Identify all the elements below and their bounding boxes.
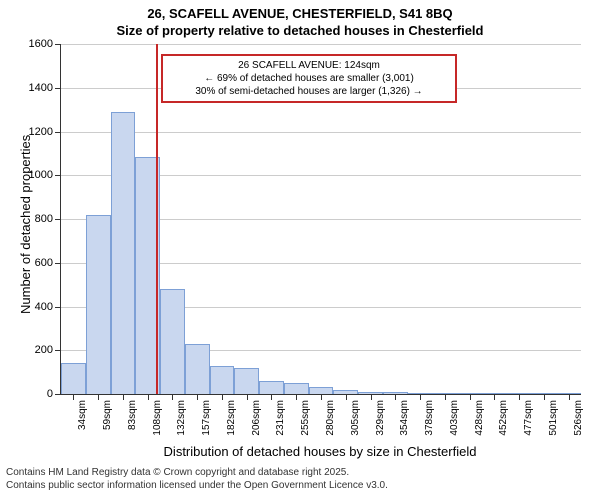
x-tick-label: 280sqm: [325, 400, 336, 436]
x-tick-label: 428sqm: [474, 400, 485, 436]
y-tick-label: 1600: [29, 38, 53, 50]
x-tick: [197, 394, 198, 400]
x-tick: [271, 394, 272, 400]
y-tick-label: 800: [35, 213, 53, 225]
property-marker-line: [156, 44, 158, 394]
x-tick: [346, 394, 347, 400]
y-tick-label: 1400: [29, 82, 53, 94]
x-tick-label: 255sqm: [300, 400, 311, 436]
y-axis-title: Number of detached properties: [18, 135, 33, 314]
histogram-bar: [61, 363, 86, 394]
x-tick-label: 59sqm: [102, 400, 113, 430]
y-tick-label: 600: [35, 257, 53, 269]
y-tick: [55, 88, 61, 89]
annotation-box: 26 SCAFELL AVENUE: 124sqm← 69% of detach…: [161, 54, 457, 103]
x-tick: [148, 394, 149, 400]
footer-line-1: Contains HM Land Registry data © Crown c…: [6, 466, 388, 479]
y-tick: [55, 307, 61, 308]
x-tick: [420, 394, 421, 400]
x-tick-label: 378sqm: [424, 400, 435, 436]
x-tick: [123, 394, 124, 400]
x-tick: [544, 394, 545, 400]
x-tick: [73, 394, 74, 400]
y-tick: [55, 263, 61, 264]
x-tick: [470, 394, 471, 400]
histogram-bar: [259, 381, 284, 394]
x-tick: [172, 394, 173, 400]
y-tick: [55, 394, 61, 395]
x-tick: [98, 394, 99, 400]
y-tick: [55, 132, 61, 133]
annotation-line-3: 30% of semi-detached houses are larger (…: [169, 85, 449, 98]
chart-container: 26, SCAFELL AVENUE, CHESTERFIELD, S41 8B…: [0, 0, 600, 500]
x-tick: [569, 394, 570, 400]
x-tick: [494, 394, 495, 400]
x-tick: [445, 394, 446, 400]
x-tick-label: 526sqm: [573, 400, 584, 436]
x-tick-label: 305sqm: [350, 400, 361, 436]
y-gridline: [61, 132, 581, 133]
y-gridline: [61, 44, 581, 45]
title-line-1: 26, SCAFELL AVENUE, CHESTERFIELD, S41 8B…: [0, 6, 600, 23]
annotation-line-1: 26 SCAFELL AVENUE: 124sqm: [169, 59, 449, 72]
histogram-bar: [185, 344, 210, 394]
histogram-bar: [86, 215, 111, 394]
y-tick-label: 0: [47, 388, 53, 400]
x-tick-label: 34sqm: [77, 400, 88, 430]
x-tick-label: 182sqm: [226, 400, 237, 436]
x-tick: [247, 394, 248, 400]
annotation-line-2: ← 69% of detached houses are smaller (3,…: [169, 72, 449, 85]
x-tick-label: 108sqm: [152, 400, 163, 436]
plot-area: 0200400600800100012001400160034sqm59sqm8…: [60, 44, 581, 395]
x-tick-label: 231sqm: [275, 400, 286, 436]
x-tick-label: 501sqm: [548, 400, 559, 436]
x-tick: [519, 394, 520, 400]
x-tick: [296, 394, 297, 400]
y-tick: [55, 350, 61, 351]
histogram-bar: [210, 366, 235, 394]
x-axis-title: Distribution of detached houses by size …: [60, 444, 580, 459]
x-tick: [371, 394, 372, 400]
chart-title: 26, SCAFELL AVENUE, CHESTERFIELD, S41 8B…: [0, 0, 600, 40]
x-tick-label: 354sqm: [399, 400, 410, 436]
y-tick-label: 200: [35, 344, 53, 356]
y-tick: [55, 44, 61, 45]
x-tick-label: 132sqm: [176, 400, 187, 436]
y-tick-label: 400: [35, 301, 53, 313]
x-tick: [321, 394, 322, 400]
footer-line-2: Contains public sector information licen…: [6, 479, 388, 492]
x-tick-label: 403sqm: [449, 400, 460, 436]
x-tick-label: 83sqm: [127, 400, 138, 430]
x-tick-label: 477sqm: [523, 400, 534, 436]
x-tick-label: 329sqm: [375, 400, 386, 436]
footer-text: Contains HM Land Registry data © Crown c…: [6, 466, 388, 492]
histogram-bar: [160, 289, 185, 394]
x-tick-label: 157sqm: [201, 400, 212, 436]
y-tick: [55, 175, 61, 176]
x-tick-label: 452sqm: [498, 400, 509, 436]
x-tick-label: 206sqm: [251, 400, 262, 436]
histogram-bar: [284, 383, 309, 394]
x-tick: [395, 394, 396, 400]
histogram-bar: [234, 368, 259, 394]
title-line-2: Size of property relative to detached ho…: [0, 23, 600, 40]
x-tick: [222, 394, 223, 400]
y-tick: [55, 219, 61, 220]
histogram-bar: [111, 112, 136, 394]
